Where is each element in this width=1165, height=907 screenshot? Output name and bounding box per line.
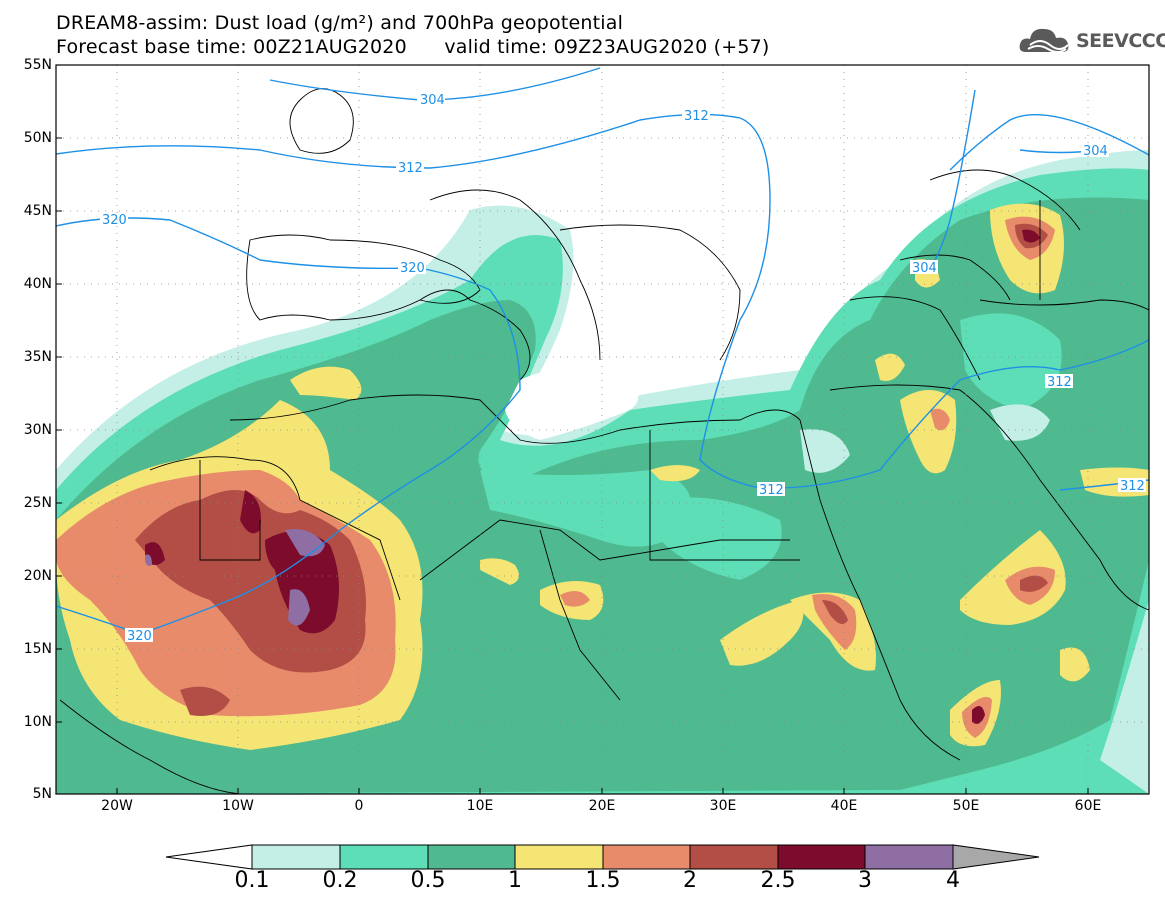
lon-label: 60E bbox=[1074, 798, 1102, 814]
colorbar-swatch bbox=[864, 844, 954, 870]
colorbar-label: 4 bbox=[946, 868, 960, 893]
lat-label: 10N bbox=[23, 714, 52, 730]
contour-label: 304 bbox=[1083, 144, 1108, 159]
coastlines bbox=[59, 88, 1149, 794]
axis-ticks bbox=[56, 64, 1089, 794]
dust-patch-verylight-2 bbox=[800, 429, 850, 473]
lat-label: 30N bbox=[23, 422, 52, 438]
colorbar-swatch bbox=[689, 844, 779, 870]
colorbar-high-arrow bbox=[952, 844, 1040, 870]
dust-darkred-redsea bbox=[822, 600, 848, 624]
colorbar-label: 1.5 bbox=[585, 868, 621, 893]
contour-label: 320 bbox=[127, 629, 152, 644]
contour-label: 312 bbox=[684, 109, 709, 124]
dust-patch-light-3 bbox=[960, 313, 1062, 410]
logo-text: SEEVCCC bbox=[1076, 30, 1165, 52]
colorbar-low-arrow bbox=[165, 844, 253, 870]
dust-yellow-sudan bbox=[720, 600, 804, 666]
lon-label: 40E bbox=[830, 798, 858, 814]
lat-label: 40N bbox=[23, 276, 52, 292]
colorbar bbox=[165, 844, 1040, 870]
lat-label: 5N bbox=[32, 786, 52, 802]
dust-purple-caspian bbox=[1022, 229, 1040, 243]
contour-label: 320 bbox=[102, 213, 127, 228]
lon-label: 20E bbox=[588, 798, 616, 814]
lon-label: 0 bbox=[354, 798, 364, 814]
dust-yellow-iran bbox=[875, 353, 905, 381]
dust-orange-iraq bbox=[930, 408, 950, 431]
lon-label: 10W bbox=[222, 798, 254, 814]
map-title: DREAM8-assim: Dust load (g/m²) and 700hP… bbox=[56, 12, 624, 34]
dust-yellow-niger bbox=[480, 558, 519, 585]
lon-label: 20W bbox=[101, 798, 133, 814]
dust-band-3-west-africa bbox=[145, 529, 325, 626]
dust-yellow-egypt bbox=[650, 465, 700, 482]
dust-orange-chad bbox=[560, 591, 590, 607]
lat-label: 25N bbox=[23, 495, 52, 511]
lat-label: 20N bbox=[23, 568, 52, 584]
cloud-icon bbox=[1019, 28, 1069, 53]
colorbar-swatch bbox=[427, 844, 516, 870]
colorbar-label: 2 bbox=[683, 868, 697, 893]
colorbar-label: 2.5 bbox=[760, 868, 796, 893]
dust-patch-verylight bbox=[990, 404, 1050, 441]
dust-yellow-oman bbox=[1060, 647, 1090, 682]
lat-label: 45N bbox=[23, 203, 52, 219]
lon-label: 10E bbox=[466, 798, 494, 814]
dust-patch-light bbox=[480, 470, 692, 547]
lat-lon-grid bbox=[56, 65, 1149, 794]
lon-label: 50E bbox=[952, 798, 980, 814]
lat-label: 35N bbox=[23, 349, 52, 365]
forecast-times: Forecast base time: 00Z21AUG2020 valid t… bbox=[56, 36, 770, 58]
colorbar-label: 0.1 bbox=[234, 868, 270, 893]
colorbar-label: 0.5 bbox=[410, 868, 446, 893]
dust-yellow-libya bbox=[290, 366, 362, 400]
colorbar-swatch bbox=[251, 844, 341, 870]
dust-darkred-somalia bbox=[972, 706, 985, 724]
colorbar-swatch bbox=[602, 844, 691, 870]
contour-label: 312 bbox=[1047, 375, 1072, 390]
contour-label: 312 bbox=[759, 483, 784, 498]
colorbar-swatch bbox=[339, 844, 429, 870]
lat-label: 55N bbox=[23, 57, 52, 73]
dust-orange-redsea bbox=[812, 594, 857, 650]
lon-label: 30E bbox=[709, 798, 737, 814]
contour-label: 304 bbox=[912, 261, 937, 276]
mediterranean-clear bbox=[505, 370, 638, 440]
dust-darkred-arabia bbox=[1020, 575, 1048, 592]
colorbar-label: 0.2 bbox=[322, 868, 358, 893]
lat-label: 15N bbox=[23, 641, 52, 657]
contour-label: 312 bbox=[398, 161, 423, 176]
colorbar-swatch bbox=[514, 844, 604, 870]
colorbar-label: 1 bbox=[508, 868, 522, 893]
lat-label: 50N bbox=[23, 130, 52, 146]
dust-patch-light-2 bbox=[660, 497, 782, 580]
contour-label: 320 bbox=[400, 261, 425, 276]
dust-band-2-west-africa-2 bbox=[180, 686, 230, 716]
contour-label: 304 bbox=[420, 93, 445, 108]
colorbar-swatch bbox=[777, 844, 866, 870]
seevccc-logo: SEEVCCC bbox=[1018, 24, 1165, 58]
contour-label: 312 bbox=[1120, 479, 1145, 494]
colorbar-label: 3 bbox=[858, 868, 872, 893]
